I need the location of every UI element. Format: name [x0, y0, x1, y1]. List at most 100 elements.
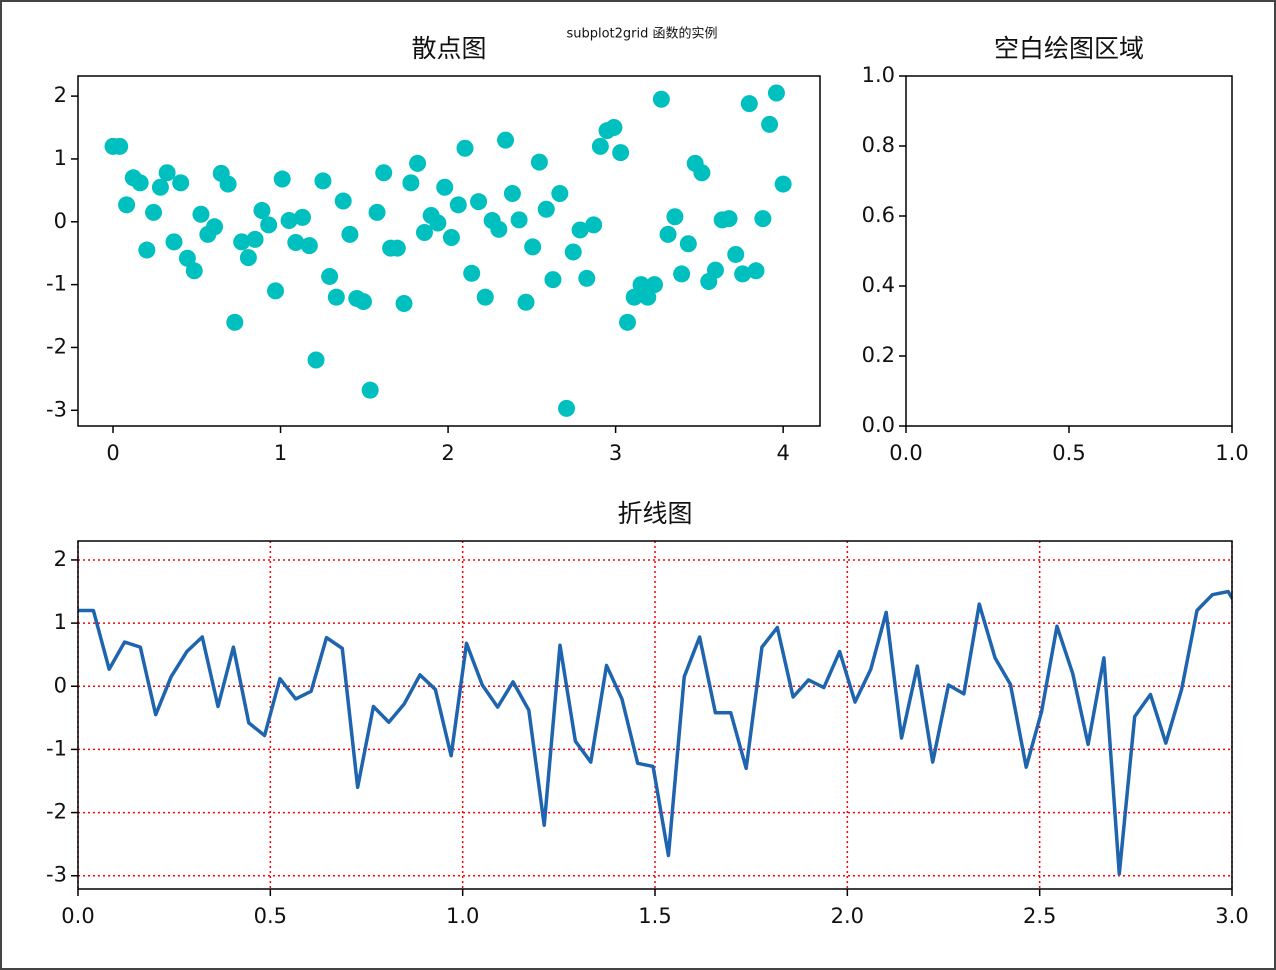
point: [619, 313, 637, 331]
point: [388, 239, 406, 257]
point: [280, 212, 298, 230]
point: [246, 230, 264, 248]
point: [558, 399, 576, 417]
x-tick-label: 0: [106, 441, 119, 465]
y-tick-label: 0.8: [862, 133, 895, 157]
x-tick-label: 2: [441, 441, 454, 465]
y-tick-label: -3: [46, 863, 67, 887]
point: [571, 221, 589, 239]
point: [165, 233, 183, 251]
point: [530, 153, 548, 171]
suptitle: subplot2grid 函数的实例: [566, 26, 717, 42]
y-tick-label: 1.0: [862, 63, 895, 87]
point: [192, 205, 210, 223]
point: [300, 237, 318, 255]
point: [442, 228, 460, 246]
x-tick-label: 3: [609, 441, 622, 465]
point: [510, 211, 528, 229]
point: [734, 265, 752, 283]
point: [233, 233, 251, 251]
x-tick-label: 4: [776, 441, 789, 465]
point: [185, 262, 203, 280]
point: [429, 214, 447, 232]
y-tick-label: -1: [46, 272, 67, 296]
point: [287, 234, 305, 252]
axes-frame: [77, 75, 821, 427]
point: [679, 235, 697, 253]
point: [239, 249, 257, 267]
point: [537, 200, 555, 218]
point: [720, 210, 738, 228]
point: [219, 175, 237, 193]
point: [639, 288, 657, 306]
y-tick-label: 1: [54, 610, 67, 634]
axes-title: 折线图: [617, 499, 692, 528]
point: [314, 172, 332, 190]
point: [354, 293, 372, 311]
y-tick-label: -2: [46, 334, 67, 358]
point: [327, 288, 345, 306]
axes-title: 空白绘图区域: [994, 34, 1144, 63]
y-tick-label: 0.6: [862, 203, 895, 227]
point: [409, 154, 427, 172]
point: [693, 164, 711, 182]
y-tick-label: 0.4: [862, 273, 895, 297]
axes-frame: [77, 540, 1233, 890]
x-tick-label: 3.0: [1215, 904, 1248, 928]
point: [138, 241, 156, 259]
point: [740, 95, 758, 113]
x-tick-label: 0.0: [889, 441, 922, 465]
point: [673, 265, 691, 283]
point: [470, 193, 488, 211]
point: [436, 178, 454, 196]
point: [334, 192, 352, 210]
x-tick-label: 0.0: [61, 904, 94, 928]
point: [490, 220, 508, 238]
point: [131, 174, 149, 192]
y-tick-label: -3: [46, 397, 67, 421]
point: [368, 203, 386, 221]
point: [774, 175, 792, 193]
point: [178, 249, 196, 267]
point: [375, 164, 393, 182]
y-tick-label: -1: [46, 736, 67, 760]
point: [578, 269, 596, 287]
x-tick-label: 1.0: [1215, 441, 1248, 465]
point: [118, 196, 136, 214]
x-tick-label: 2.5: [1023, 904, 1056, 928]
point: [449, 196, 467, 214]
point: [761, 115, 779, 133]
x-tick-label: 1: [274, 441, 287, 465]
point: [659, 225, 677, 243]
x-tick-label: 0.5: [254, 904, 287, 928]
axes-title: 散点图: [411, 34, 486, 63]
point: [361, 381, 379, 399]
point: [226, 313, 244, 331]
point: [321, 267, 339, 285]
x-tick-label: 1.5: [638, 904, 671, 928]
line: [78, 589, 1232, 876]
point: [273, 170, 291, 188]
point: [253, 201, 271, 219]
point: [145, 203, 163, 221]
point: [625, 288, 643, 306]
point: [666, 208, 684, 226]
point: [260, 216, 278, 234]
point: [632, 276, 650, 294]
point: [463, 264, 481, 282]
point: [612, 144, 630, 162]
point: [111, 137, 129, 155]
point: [747, 262, 765, 280]
point: [652, 90, 670, 108]
y-tick-label: 2: [54, 547, 67, 571]
point: [727, 245, 745, 263]
y-tick-label: 0: [54, 209, 67, 233]
y-tick-label: -2: [46, 800, 67, 824]
y-tick-label: 2: [54, 83, 67, 107]
point: [456, 139, 474, 157]
x-tick-label: 2.0: [831, 904, 864, 928]
point: [206, 218, 224, 236]
point: [706, 261, 724, 279]
